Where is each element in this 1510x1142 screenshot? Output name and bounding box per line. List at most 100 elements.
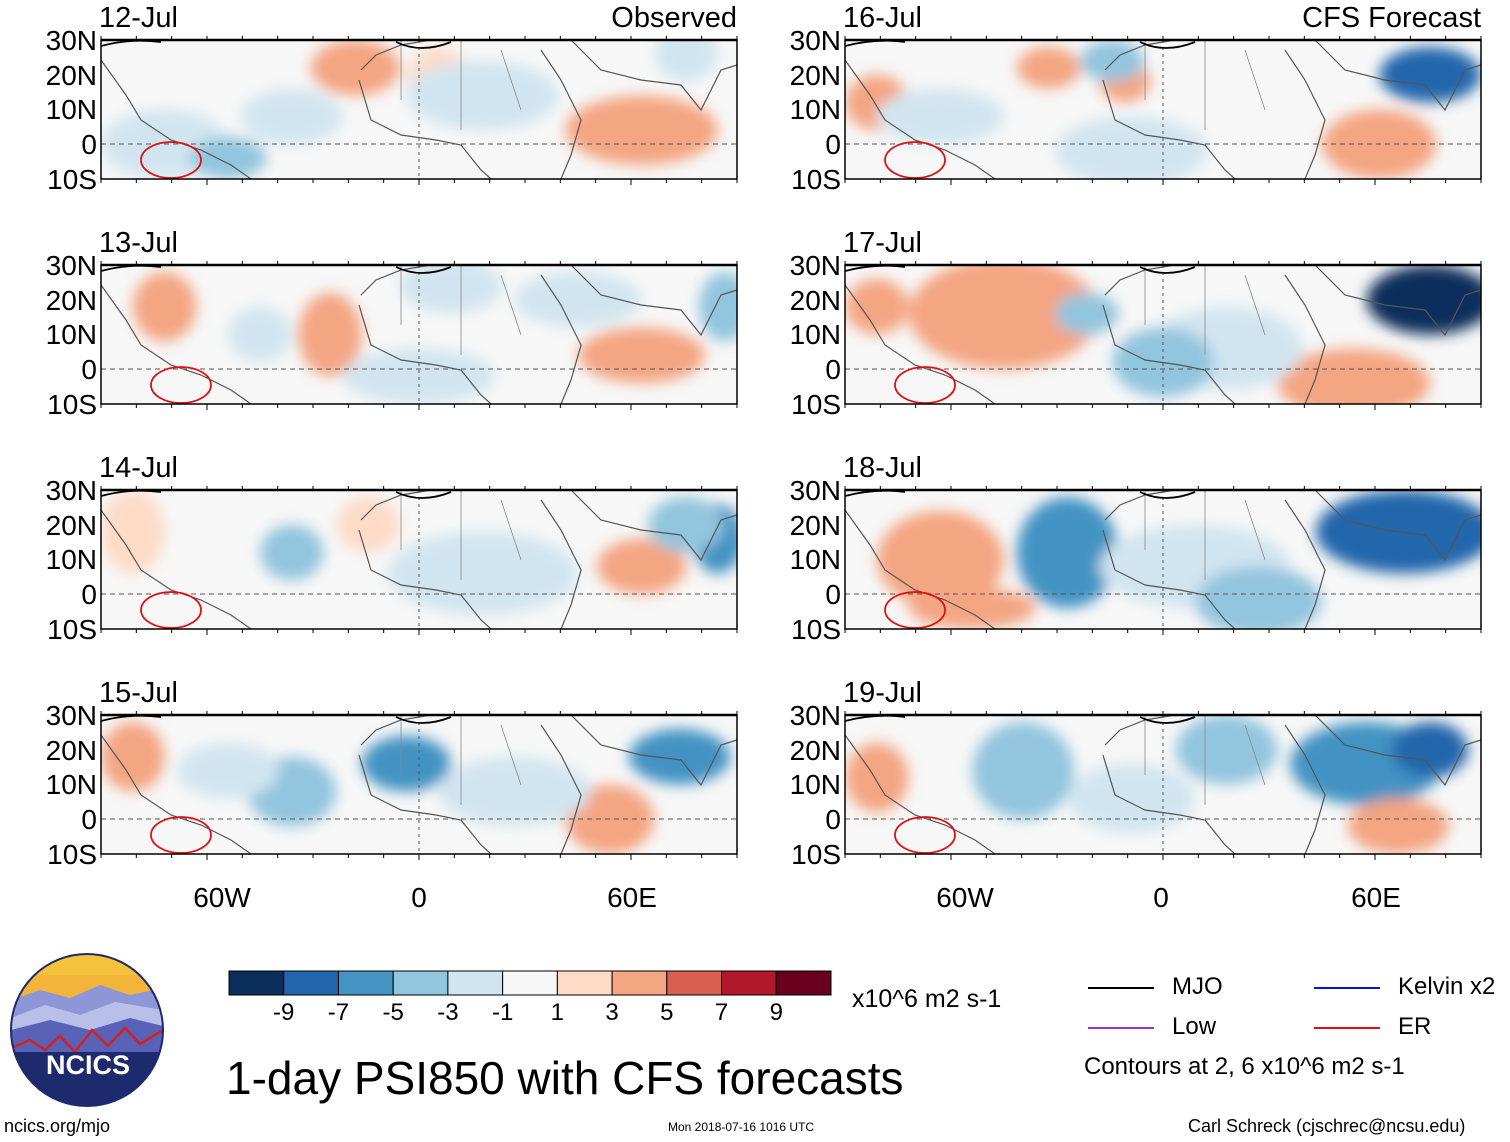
- anomaly-region: [1379, 46, 1481, 103]
- er-contour: [894, 816, 956, 854]
- anomaly-region: [190, 137, 267, 179]
- panel-date-label: 12-Jul: [99, 2, 178, 34]
- panel-date-label: 15-Jul: [99, 677, 178, 709]
- anomaly-region: [845, 278, 909, 335]
- anomaly-region: [1016, 46, 1081, 89]
- colorbar-swatch: [611, 970, 668, 996]
- contours-note: Contours at 2, 6 x10^6 m2 s-1: [1084, 1053, 1405, 1080]
- colorbar-swatch: [721, 970, 777, 996]
- latitude-label: 10S: [47, 163, 97, 195]
- latitude-label: 10N: [45, 319, 97, 351]
- colorbar-swatch: [392, 970, 449, 996]
- colorbar-tick-label: -3: [437, 999, 459, 1026]
- anomaly-region: [876, 510, 1005, 609]
- longitude-label: 0: [1153, 882, 1169, 913]
- anomaly-region: [336, 496, 400, 553]
- anomaly-region: [438, 756, 591, 827]
- anomaly-region: [298, 292, 362, 377]
- anomaly-region: [514, 271, 642, 328]
- colorbar-swatch: [228, 970, 285, 996]
- anomaly-region: [177, 742, 280, 799]
- latitude-label: 0: [825, 804, 841, 836]
- latitude-label: 10N: [789, 544, 841, 576]
- legend-label: MJO: [1172, 973, 1223, 1000]
- longitude-label: 0: [411, 882, 427, 913]
- anomaly-region: [1366, 265, 1481, 335]
- panel-date-label: 16-Jul: [843, 2, 922, 34]
- column-heading: CFS Forecast: [1302, 2, 1481, 34]
- latitude-label: 0: [825, 354, 841, 386]
- coastline: [845, 490, 1481, 629]
- latitude-label: 10N: [45, 544, 97, 576]
- anomaly-region: [406, 60, 559, 131]
- latitude-label: 10S: [791, 388, 841, 420]
- latitude-label: 30N: [789, 475, 841, 506]
- latitude-label: 0: [81, 579, 97, 611]
- colorbar-tick-label: -7: [327, 999, 350, 1026]
- anomaly-region: [101, 721, 165, 792]
- longitude-label: 60W: [936, 882, 994, 913]
- mjo-contour: [395, 41, 452, 49]
- map-panel: [100, 36, 738, 185]
- legend-label: ER: [1398, 1013, 1432, 1040]
- latitude-label: 20N: [789, 509, 841, 541]
- er-contour: [150, 366, 212, 404]
- anomaly-region: [578, 327, 706, 384]
- latitude-label: 20N: [45, 284, 97, 316]
- latitude-label: 0: [825, 129, 841, 161]
- latitude-label: 10N: [789, 769, 841, 801]
- anomaly-region: [1347, 798, 1450, 854]
- latitude-label: 30N: [45, 700, 97, 731]
- colorbar-tick-label: -5: [382, 999, 404, 1026]
- colorbar-swatch: [447, 970, 504, 996]
- colorbar-swatch: [556, 970, 613, 996]
- longitude-label: 60E: [1351, 882, 1401, 913]
- anomaly-region: [1016, 496, 1119, 609]
- anomaly-region: [698, 271, 737, 342]
- colorbar-swatch: [502, 970, 558, 996]
- coastline: [845, 265, 1481, 404]
- map-panel: [844, 486, 1482, 635]
- timestamp: Mon 2018-07-16 1016 UTC: [668, 1120, 815, 1134]
- anomaly-region: [101, 490, 165, 574]
- anomaly-region: [260, 524, 324, 581]
- coastline: [101, 265, 737, 404]
- coastline: [101, 490, 737, 629]
- latitude-label: 20N: [789, 284, 841, 316]
- latitude-label: 20N: [45, 59, 97, 91]
- anomaly-region: [647, 496, 725, 553]
- er-contour: [884, 141, 946, 179]
- anomaly-region: [1391, 721, 1469, 778]
- mjo-contour: [1139, 491, 1196, 499]
- latitude-label: 10S: [47, 613, 97, 645]
- anomaly-region: [240, 88, 343, 145]
- colorbar-tick-label: 9: [769, 999, 783, 1026]
- logo-text: NCICS: [45, 1050, 130, 1080]
- legend-label: Low: [1172, 1013, 1217, 1040]
- colorbar-tick-label: -9: [273, 999, 295, 1026]
- anomaly-region: [972, 721, 1074, 820]
- anomaly-region: [1277, 348, 1431, 404]
- coastline: [845, 715, 1481, 854]
- map-panel: [100, 261, 738, 410]
- latitude-label: 10S: [47, 388, 97, 420]
- map-panel: [100, 486, 738, 635]
- site-link[interactable]: ncics.org/mjo: [4, 1116, 111, 1136]
- anomaly-region: [342, 348, 496, 404]
- latitude-label: 20N: [789, 59, 841, 91]
- legend-label: Kelvin x2: [1398, 973, 1496, 1000]
- panel-date-label: 18-Jul: [843, 452, 922, 484]
- anomaly-region: [399, 265, 502, 314]
- anomaly-region: [654, 40, 718, 82]
- colorbar-swatch: [775, 970, 832, 996]
- anomaly-region: [876, 88, 1005, 145]
- anomaly-region: [310, 40, 400, 96]
- logo-ring: [10, 953, 164, 1107]
- latitude-label: 0: [81, 804, 97, 836]
- colorbar-swatch: [283, 970, 339, 996]
- latitude-label: 30N: [789, 700, 841, 731]
- contour-legend: [1088, 987, 1380, 1029]
- panel-date-label: 17-Jul: [843, 227, 922, 259]
- colorbar-swatch: [337, 970, 394, 996]
